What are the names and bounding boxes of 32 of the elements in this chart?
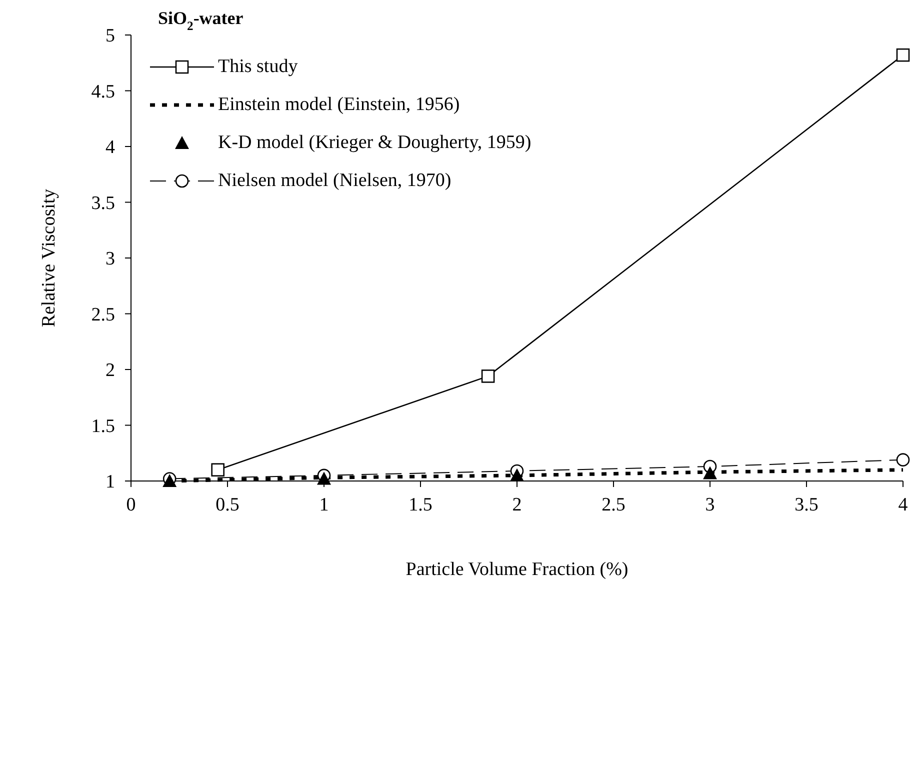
- y-tick-label: 4: [106, 137, 116, 158]
- point: [211, 463, 224, 476]
- x-tick-label: 1.5: [408, 494, 432, 516]
- y-tick-label: 5: [106, 26, 115, 47]
- y-tick-label: 1: [106, 472, 115, 493]
- y-tick-label: 2: [106, 360, 115, 382]
- legend-label: K-D model (Krieger & Dougherty, 1959): [218, 132, 532, 154]
- y-tick-label: 1.5: [91, 416, 115, 437]
- x-tick-label: 3.5: [794, 494, 818, 516]
- x-tick-label: 2: [512, 494, 522, 516]
- x-tick-label: 2.5: [602, 494, 626, 516]
- point: [703, 466, 717, 480]
- legend-label: Einstein model (Einstein, 1956): [218, 94, 460, 116]
- chart-title: SiO$_{2}$-water: [158, 8, 244, 33]
- y-tick-label: 3.5: [91, 192, 115, 214]
- point: [896, 48, 910, 62]
- y-tick-label: 2.5: [91, 304, 115, 326]
- y-axis-title: Relative Viscosity: [38, 188, 60, 328]
- x-tick-label: 1: [319, 494, 329, 516]
- x-tick-label: 3: [705, 494, 715, 516]
- x-tick-label: 4: [898, 494, 908, 516]
- legend-label: Nielsen model (Nielsen, 1970): [218, 170, 452, 192]
- x-axis-title: Particle Volume Fraction (%): [406, 559, 628, 580]
- point: [510, 468, 524, 482]
- legend-label: This study: [218, 56, 298, 78]
- point: [896, 453, 910, 466]
- x-tick-label: 0.5: [216, 494, 240, 516]
- x-tick-label: 0: [126, 494, 136, 516]
- y-tick-label: 4.5: [91, 81, 115, 102]
- point: [481, 370, 495, 383]
- y-tick-label: 3: [106, 248, 115, 270]
- point: [317, 472, 331, 485]
